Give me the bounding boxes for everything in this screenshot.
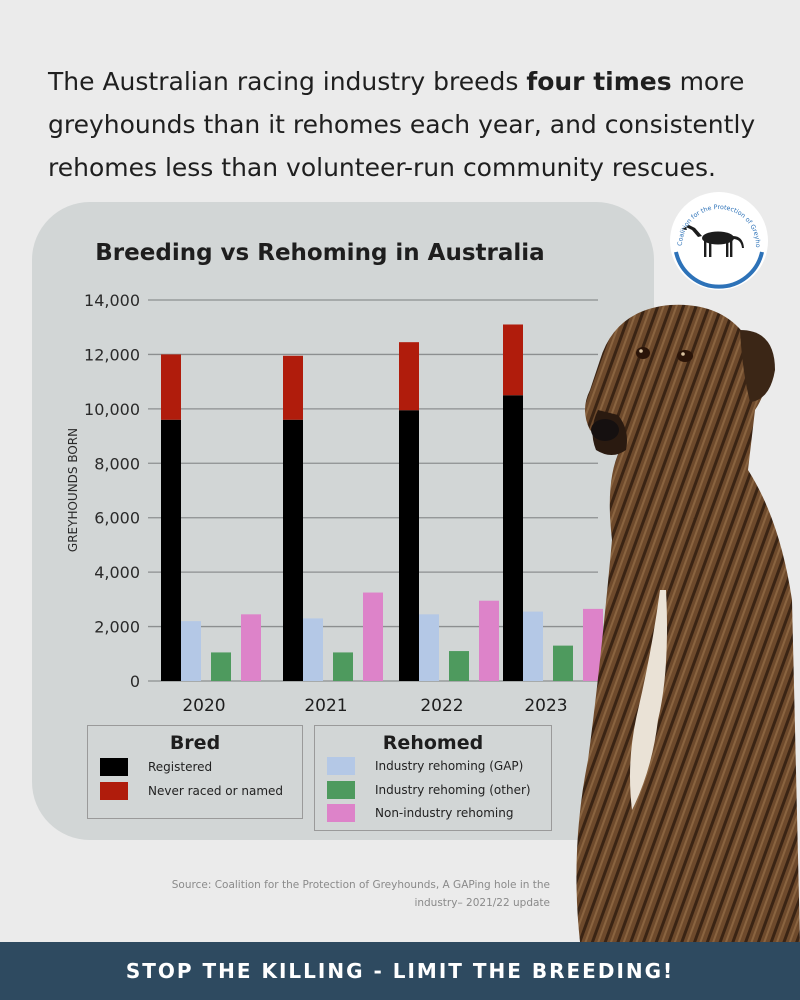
legend-label-gap: Industry rehoming (GAP) (375, 759, 524, 773)
legend-item-non-industry: Non-industry rehoming (327, 804, 513, 822)
bar-non-industry-rehoming-2022 (479, 600, 499, 681)
legend-label-non-industry: Non-industry rehoming (375, 806, 514, 820)
y-tick-label: 12,000 (84, 345, 140, 364)
legend-swatch-gap (327, 757, 355, 775)
headline-part2: more greyhounds than it rehomes each yea… (48, 67, 756, 182)
bar-industry-rehoming-gap--2021 (303, 618, 323, 681)
footer-banner: STOP THE KILLING - LIMIT THE BREEDING! (0, 942, 800, 1000)
bar-never-raced-or-named-2023 (503, 324, 523, 396)
headline: The Australian racing industry breeds fo… (48, 60, 778, 189)
headline-bold: four times (526, 67, 672, 96)
bar-industry-rehoming-gap--2020 (181, 621, 201, 681)
legend-swatch-registered (100, 758, 128, 776)
greyhound-photo (576, 304, 800, 942)
bar-registered-2021 (283, 419, 303, 681)
x-tick-label-2021: 2021 (304, 696, 347, 716)
footer-text: STOP THE KILLING - LIMIT THE BREEDING! (125, 959, 675, 983)
legend-item-gap: Industry rehoming (GAP) (327, 757, 523, 775)
bar-registered-2023 (503, 395, 523, 681)
legend-item-never-raced: Never raced or named (100, 782, 283, 800)
bar-never-raced-or-named-2022 (399, 342, 419, 411)
bar-industry-rehoming-gap--2022 (419, 614, 439, 681)
bar-registered-2020 (161, 419, 181, 681)
headline-part1: The Australian racing industry breeds (48, 67, 527, 96)
y-tick-label: 10,000 (84, 400, 140, 419)
greyhound-silhouette-icon (682, 225, 744, 257)
bar-non-industry-rehoming-2021 (363, 592, 383, 681)
coalition-logo: Coalition for the Protection of Greyhoun… (668, 190, 768, 290)
legend-item-registered: Registered (100, 758, 212, 776)
x-tick-label-2023: 2023 (524, 696, 567, 716)
bar-industry-rehoming-other--2022 (449, 651, 469, 681)
legend-bred: Bred Registered Never raced or named (87, 725, 303, 819)
y-tick-label: 8,000 (94, 454, 140, 473)
legend-bred-title: Bred (169, 732, 221, 754)
bar-industry-rehoming-other--2023 (553, 645, 573, 681)
bar-non-industry-rehoming-2020 (241, 614, 261, 681)
bar-registered-2022 (399, 410, 419, 681)
bar-industry-rehoming-gap--2023 (523, 611, 543, 681)
bar-non-industry-rehoming-2023 (583, 608, 603, 681)
y-tick-label: 0 (130, 672, 140, 691)
legend-item-other: Industry rehoming (other) (327, 781, 531, 799)
y-tick-label: 6,000 (94, 509, 140, 528)
x-tick-label-2022: 2022 (420, 696, 463, 716)
source-line1: Source: Coalition for the Protection of … (171, 879, 550, 891)
legend-swatch-non-industry (327, 804, 355, 822)
source-note: Source: Coalition for the Protection of … (120, 876, 550, 912)
legend-rehomed: Rehomed Industry rehoming (GAP) Industry… (314, 725, 552, 831)
legend-swatch-never-raced (100, 782, 128, 800)
legend-label-other: Industry rehoming (other) (375, 783, 531, 797)
legend-swatch-other (327, 781, 355, 799)
legend-label-never-raced: Never raced or named (148, 784, 284, 798)
legend-rehomed-title: Rehomed (382, 732, 484, 754)
x-tick-label-2020: 2020 (182, 696, 225, 716)
bar-industry-rehoming-other--2021 (333, 652, 353, 681)
y-tick-label: 4,000 (94, 563, 140, 582)
y-tick-label: 2,000 (94, 618, 140, 637)
chart-title: Breeding vs Rehoming in Australia (95, 240, 545, 266)
legend-label-registered: Registered (148, 760, 213, 774)
bar-never-raced-or-named-2021 (283, 355, 303, 420)
bar-never-raced-or-named-2020 (161, 354, 181, 420)
y-axis-label: GREYHOUNDS BORN (66, 428, 80, 552)
y-tick-label: 14,000 (84, 291, 140, 310)
source-line2: industry– 2021/22 update (414, 897, 550, 909)
bar-industry-rehoming-other--2020 (211, 652, 231, 681)
